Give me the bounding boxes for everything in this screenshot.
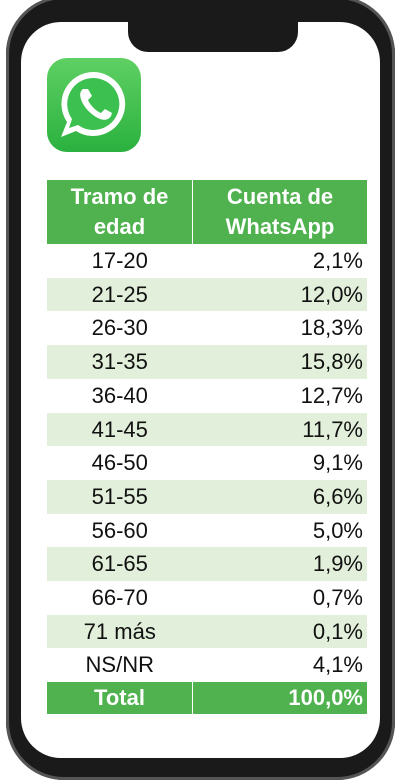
age-cell: 21-25 <box>47 278 193 312</box>
age-cell: 46-50 <box>47 446 193 480</box>
value-cell: 6,6% <box>193 480 368 514</box>
whatsapp-icon <box>47 58 141 152</box>
value-cell: 18,3% <box>193 311 368 345</box>
age-cell: 71 más <box>47 615 193 649</box>
age-cell: 61-65 <box>47 547 193 581</box>
header-cell: Tramo de edad <box>47 180 193 244</box>
age-cell: 26-30 <box>47 311 193 345</box>
notch <box>128 18 298 52</box>
value-cell: 1,9% <box>193 547 368 581</box>
value-cell: 2,1% <box>193 244 368 278</box>
value-cell: 4,1% <box>193 648 368 682</box>
age-cell: 51-55 <box>47 480 193 514</box>
total-value: 100,0% <box>193 682 368 714</box>
value-cell: 5,0% <box>193 514 368 548</box>
value-cell: 11,7% <box>193 413 368 447</box>
age-cell: 31-35 <box>47 345 193 379</box>
age-cell: 56-60 <box>47 514 193 548</box>
age-cell: NS/NR <box>47 648 193 682</box>
header-cell: Cuenta de WhatsApp <box>193 180 368 244</box>
page: {"table": { "header": ["Tramo de edad", … <box>0 0 401 780</box>
value-cell: 0,1% <box>193 615 368 649</box>
value-cell: 15,8% <box>193 345 368 379</box>
value-cell: 9,1% <box>193 446 368 480</box>
age-cell: 41-45 <box>47 413 193 447</box>
age-cell: 36-40 <box>47 379 193 413</box>
age-cell: 66-70 <box>47 581 193 615</box>
value-cell: 12,0% <box>193 278 368 312</box>
age-cell: 17-20 <box>47 244 193 278</box>
total-label: Total <box>47 682 193 714</box>
value-cell: 0,7% <box>193 581 368 615</box>
value-cell: 12,7% <box>193 379 368 413</box>
